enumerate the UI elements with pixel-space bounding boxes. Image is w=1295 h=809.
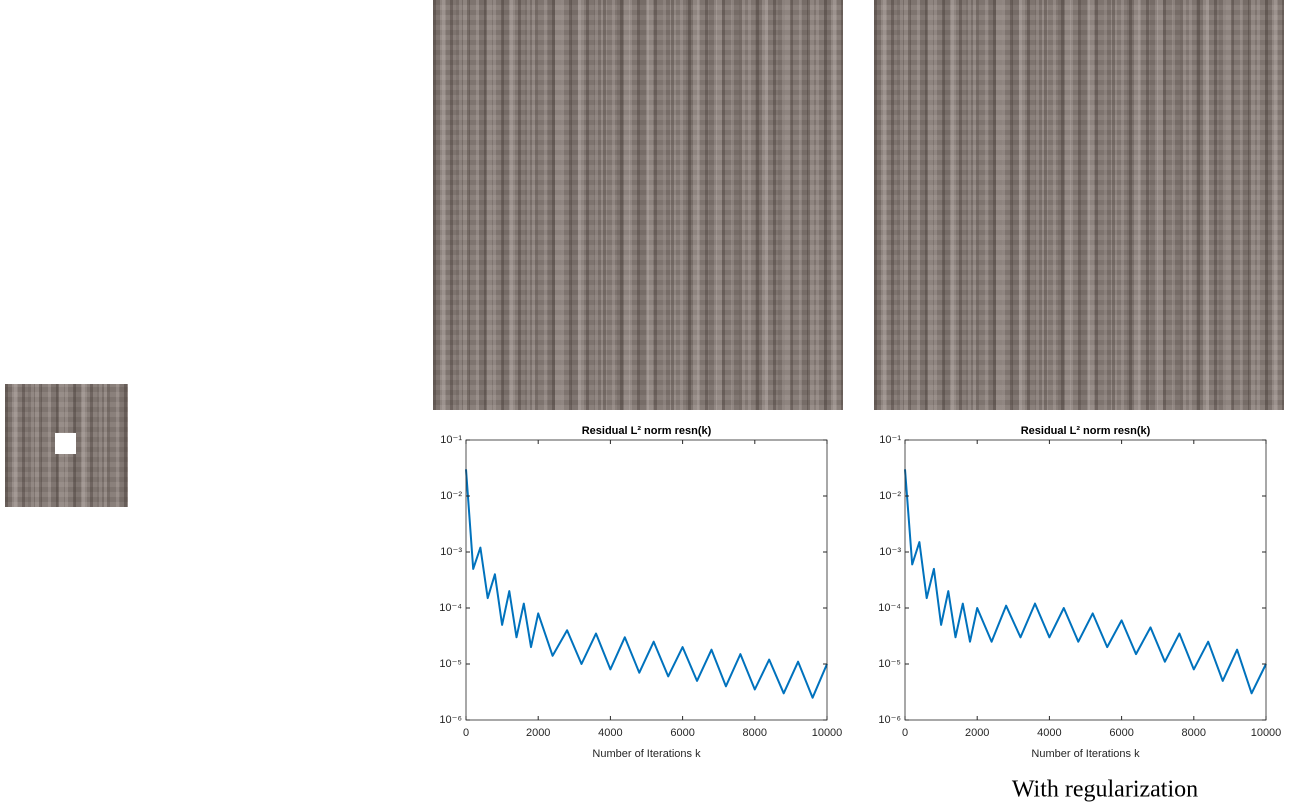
result-image-regularized — [874, 0, 1284, 410]
y-tick-label: 10⁻⁴ — [878, 602, 901, 614]
chart-title: Residual L² norm resn(k) — [582, 425, 712, 437]
x-tick-label: 8000 — [743, 727, 767, 739]
x-tick-label: 0 — [463, 727, 469, 739]
x-tick-label: 2000 — [965, 727, 989, 739]
residual-line — [904, 469, 1267, 695]
x-tick-label: 2000 — [526, 727, 550, 739]
y-tick-label: 10⁻² — [440, 490, 462, 502]
x-tick-label: 8000 — [1182, 727, 1206, 739]
x-tick-label: 4000 — [1037, 727, 1061, 739]
plot-frame — [465, 439, 828, 721]
x-axis-label: Number of Iterations k — [592, 748, 701, 760]
masked-region — [55, 433, 76, 454]
x-tick-label: 10000 — [812, 727, 843, 739]
chart-title: Residual L² norm resn(k) — [1021, 425, 1151, 437]
y-tick-label: 10⁻⁶ — [878, 714, 901, 726]
x-axis-label: Number of Iterations k — [1031, 748, 1140, 760]
result-image — [433, 0, 843, 410]
y-tick-label: 10⁻⁵ — [439, 658, 462, 670]
x-tick-label: 0 — [902, 727, 908, 739]
y-tick-label: 10⁻⁴ — [439, 602, 462, 614]
caption: With regularization — [1012, 777, 1198, 803]
y-tick-label: 10⁻³ — [879, 546, 901, 558]
plot-frame — [904, 439, 1267, 721]
x-tick-label: 4000 — [598, 727, 622, 739]
y-tick-label: 10⁻¹ — [440, 434, 462, 446]
input-image — [5, 384, 128, 507]
x-tick-label: 10000 — [1251, 727, 1282, 739]
residual-line — [465, 469, 828, 699]
y-tick-label: 10⁻¹ — [879, 434, 901, 446]
x-tick-label: 6000 — [670, 727, 694, 739]
y-tick-label: 10⁻⁶ — [439, 714, 462, 726]
y-tick-label: 10⁻³ — [440, 546, 462, 558]
y-tick-label: 10⁻² — [879, 490, 901, 502]
x-tick-label: 6000 — [1109, 727, 1133, 739]
y-tick-label: 10⁻⁵ — [878, 658, 901, 670]
